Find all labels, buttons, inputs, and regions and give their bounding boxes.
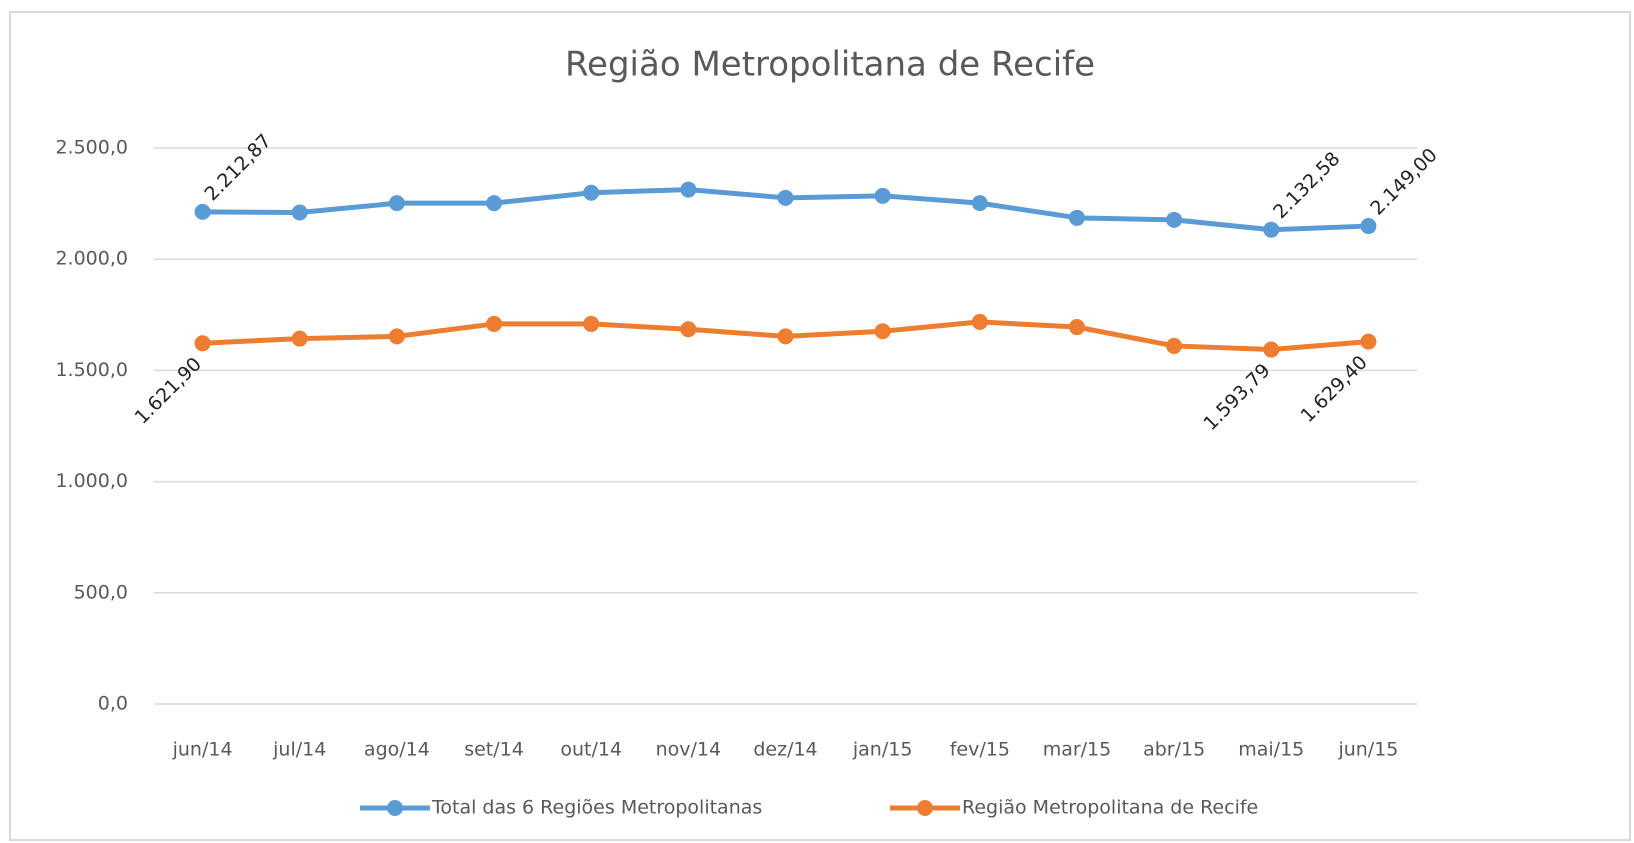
data-point [1360,218,1377,235]
x-tick-label: jul/14 [272,739,326,761]
y-tick-label: 0,0 [98,693,128,715]
legend-marker [387,800,403,816]
x-tick-label: out/14 [560,739,622,761]
y-tick-label: 2.000,0 [55,248,128,270]
data-point [874,187,891,204]
chart-title: Região Metropolitana de Recife [565,45,1095,85]
data-point [583,315,600,332]
x-tick-label: abr/15 [1143,739,1205,761]
x-tick-label: fev/15 [950,739,1010,761]
data-point [680,181,697,198]
data-point [1068,209,1085,226]
y-tick-label: 500,0 [74,581,128,603]
legend-marker [917,800,933,816]
x-tick-label: jun/14 [172,739,233,761]
y-tick-label: 2.500,0 [55,137,128,159]
chart-frame [9,11,1631,841]
x-tick-label: nov/14 [656,739,722,761]
data-point [1360,333,1377,350]
data-point [583,184,600,201]
data-point [1263,341,1280,358]
data-point [1166,337,1183,354]
x-tick-label: dez/14 [753,739,817,761]
x-tick-label: jan/15 [852,739,913,761]
data-point [194,203,211,220]
data-point [291,204,308,221]
y-tick-label: 1.000,0 [55,470,128,492]
data-point [1166,211,1183,228]
data-point [1068,319,1085,336]
data-point [971,195,988,212]
legend-label: Região Metropolitana de Recife [962,797,1258,819]
data-point [777,189,794,206]
data-point [486,195,503,212]
data-point [194,335,211,352]
data-point [1263,221,1280,238]
data-point [486,315,503,332]
y-tick-label: 1.500,0 [55,359,128,381]
data-point [388,195,405,212]
legend-label: Total das 6 Regiões Metropolitanas [431,797,762,819]
x-tick-label: jun/15 [1337,739,1398,761]
data-point [680,321,697,338]
x-tick-label: mar/15 [1043,739,1112,761]
data-point [388,328,405,345]
x-tick-label: ago/14 [364,739,430,761]
data-point [291,330,308,347]
data-point [874,323,891,340]
data-point [777,328,794,345]
x-tick-label: mai/15 [1238,739,1304,761]
x-tick-label: set/14 [464,739,524,761]
data-point [971,313,988,330]
